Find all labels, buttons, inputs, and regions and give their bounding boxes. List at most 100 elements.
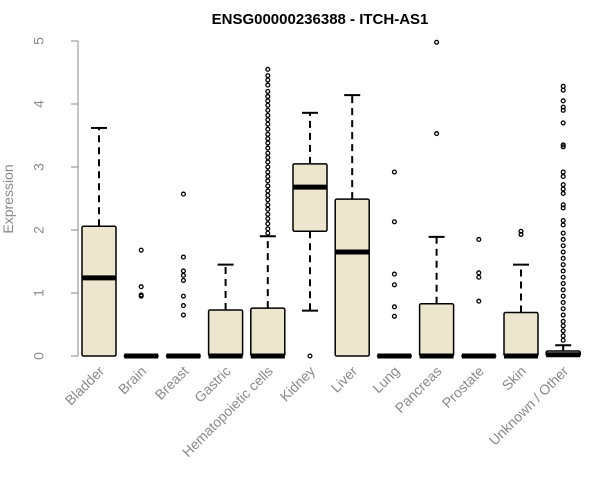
outlier-point [560,186,566,192]
outlier-point [560,202,566,208]
outlier-point [265,226,271,232]
x-label-breast: Breast [152,363,192,403]
x-label-unknown-other: Unknown / Other [486,363,572,449]
outlier-point [560,120,566,126]
box-rect [81,225,117,357]
outlier-point [560,280,566,287]
box-liver [334,94,370,357]
outlier-point [560,274,566,280]
x-label-liver: Liver [328,363,361,396]
outlier-point [560,287,566,293]
outlier-point [180,268,186,274]
outlier-point [265,155,271,161]
outlier-point [560,268,566,274]
outlier-point [391,313,397,319]
outlier-point [560,333,566,339]
outlier-point [560,230,566,236]
x-label-bladder: Bladder [62,363,108,409]
box-brain [123,247,159,359]
outlier-point [476,236,482,243]
outlier-point [560,236,566,243]
y-tick-label-1: 1 [31,289,47,297]
outlier-point [560,249,566,255]
box-rect [207,309,244,357]
outlier-point [560,337,566,343]
outlier-point [180,191,186,197]
outlier-point [180,312,186,318]
outlier-point [265,159,271,165]
box-lung [376,169,413,359]
outlier-point [265,230,271,236]
x-label-skin: Skin [499,363,530,394]
outlier-point [265,178,271,184]
outlier-point [307,353,313,359]
box-prostate [461,236,497,359]
outlier-point [180,277,186,283]
box-pancreas [418,39,455,359]
outlier-point [265,117,271,123]
y-tick-label-0: 0 [31,352,47,360]
chart-title: ENSG00000236388 - ITCH-AS1 [212,11,429,28]
outlier-point [560,262,566,268]
outlier-point [391,282,397,288]
outlier-point [391,219,397,225]
outlier-point [560,169,566,175]
outlier-point [560,98,566,104]
y-tick-label-5: 5 [31,37,47,45]
outlier-point [265,112,271,118]
outlier-point [391,271,397,277]
box-rect [292,163,328,233]
outlier-point [265,216,271,222]
box-skin [503,228,539,359]
box-bladder [81,126,117,357]
outlier-point [518,231,524,237]
outlier-point [476,298,482,304]
outlier-point [265,121,271,127]
outlier-point [265,136,271,142]
outlier-point [560,107,566,113]
outlier-point [265,211,271,217]
outlier-point [265,202,271,208]
outlier-point [560,323,566,329]
outlier-point [265,145,271,151]
outlier-point [476,270,482,276]
x-label-lung: Lung [369,363,402,396]
box-rect [250,307,286,357]
outlier-point [560,318,566,324]
x-label-brain: Brain [115,363,149,397]
outlier-point [265,98,271,104]
outlier-point [560,328,566,334]
outlier-point [265,107,271,113]
outlier-point [265,150,271,156]
y-axis: 0 1 2 3 4 5 [31,37,79,360]
outlier-point [560,190,566,197]
box-hematopoietic-cells [250,66,286,359]
outlier-point [265,66,271,72]
x-label-prostate: Prostate [439,363,487,411]
outlier-point [138,284,144,290]
outlier-point [265,102,271,108]
outlier-point [265,77,271,83]
outlier-point [138,293,144,299]
outlier-point [265,192,271,198]
outlier-point [560,173,566,180]
outlier-point [138,247,144,253]
outlier-point [265,82,271,88]
box-rect [334,198,370,357]
outlier-point [560,87,566,93]
outlier-point [265,126,271,132]
outlier-point [180,293,186,299]
outlier-point [265,173,271,180]
outlier-point [180,254,186,260]
y-tick-label-3: 3 [31,163,47,171]
outlier-point [265,206,271,212]
outlier-point [560,299,566,306]
outlier-point [560,205,566,211]
box-rect [418,302,455,357]
outlier-point [560,218,566,224]
outlier-point [434,39,440,45]
outlier-point [265,140,271,146]
x-label-kidney: Kidney [277,363,319,405]
